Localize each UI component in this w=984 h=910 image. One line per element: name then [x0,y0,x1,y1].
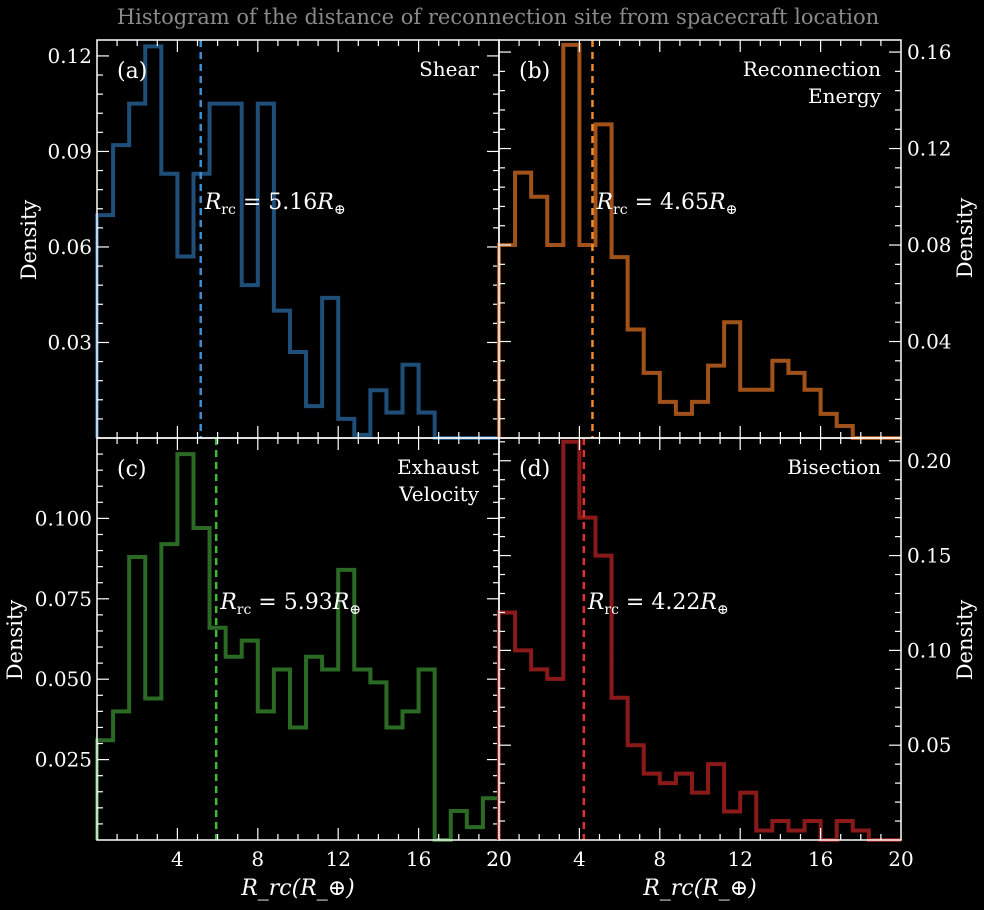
y-tick-label: 0.100 [35,506,92,530]
xlabel-right: R_rc(R_⊕) [642,876,757,901]
y-tick-label: 0.04 [907,330,952,354]
median-label: Rrc = 5.93R⊕ [219,590,361,618]
y-tick-label: 0.06 [47,235,92,259]
x-tick-label: 16 [406,847,431,871]
y-tick-label: 0.03 [47,330,92,354]
y-tick-label: 0.09 [47,139,92,163]
x-tick-label: 20 [888,847,913,871]
histogram-step [95,44,499,440]
panel-d: Rrc = 4.22R⊕ 0.05 0.10 0.15 0.20 20 4 8 12 16 20 (d… [486,437,952,871]
x-tick-label: 12 [325,847,350,871]
y-tick-label: 0.10 [907,638,952,662]
y-tick-label: 0.12 [47,44,92,68]
y-tick-label: 0.075 [35,587,92,611]
panel-letter: (b) [519,59,550,84]
method-label: Shear [419,57,479,81]
panel-c: Rrc = 5.93R⊕ 0.025 0.050 0.075 0.100 4 8 12 16 20… [35,437,512,871]
histogram-step [497,42,901,440]
y-tick-label: 0.20 [907,449,952,473]
panel-letter: (d) [519,457,550,482]
ylabel-top-right: Density [953,198,977,279]
xlabel-left: R_rc(R_⊕) [240,876,355,901]
histogram-step [95,452,501,842]
median-label: Rrc = 4.22R⊕ [587,590,729,618]
y-tick-label: 0.15 [907,544,952,568]
x-tick-label: 8 [653,847,666,871]
y-tick-label: 0.12 [907,137,952,161]
median-label: Rrc = 5.16R⊕ [204,190,346,218]
y-tick-label: 0.16 [907,40,952,64]
ylabel-top-left: Density [17,200,41,281]
panel-b: Rrc = 4.65R⊕ 0.04 0.08 0.12 0.16 (b) Reconnect… [497,39,952,440]
y-tick-label: 0.050 [35,667,92,691]
x-tick-label: 12 [727,847,752,871]
y-tick-label: 0.08 [907,233,952,257]
x-tick-label: 4 [573,847,586,871]
ylabel-bottom-left: Density [3,600,27,681]
x-tick-label: 20 [486,847,511,871]
x-tick-label: 20 [486,847,511,871]
median-label: Rrc = 4.65R⊕ [595,190,737,218]
y-tick-label: 0.05 [907,733,952,757]
method-label-line2: Velocity [398,482,480,506]
method-label: Exhaust [397,455,479,479]
x-tick-label: 16 [808,847,833,871]
ylabel-bottom-right: Density [953,600,977,681]
y-tick-label: 0.025 [35,748,92,772]
panel-letter: (c) [117,457,147,482]
x-tick-label: 8 [251,847,264,871]
method-label-line2: Energy [808,84,882,108]
figure-title: Histogram of the distance of reconnectio… [117,5,879,29]
method-label: Reconnection [743,57,881,81]
method-label: Bisection [787,455,881,479]
x-tick-label: 4 [171,847,184,871]
panel-letter: (a) [117,59,147,84]
